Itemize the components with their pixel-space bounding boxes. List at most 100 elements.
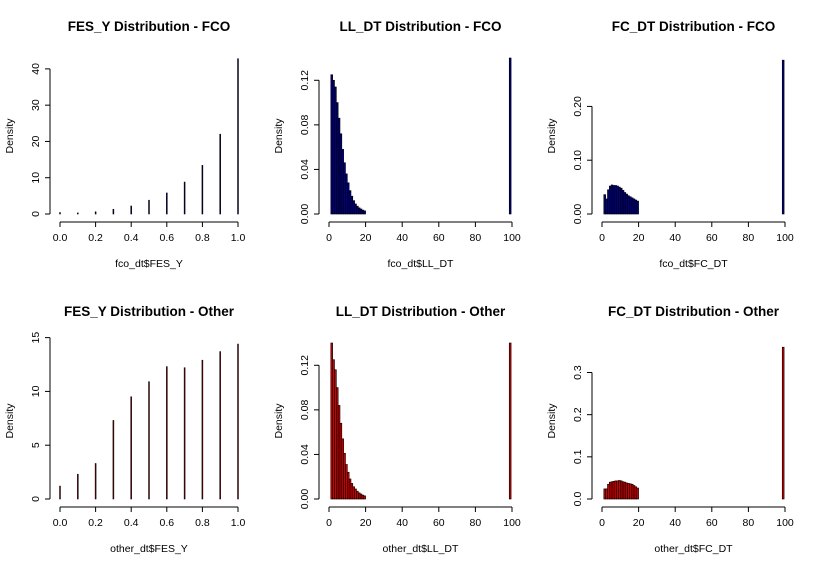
histogram-bar bbox=[183, 181, 186, 215]
histogram-bar bbox=[148, 199, 150, 215]
x-tick-label: 40 bbox=[396, 232, 408, 244]
y-tick-label: 0.00 bbox=[572, 204, 584, 225]
x-tick-label: 0 bbox=[326, 232, 332, 244]
y-axis-label: Density bbox=[273, 118, 285, 154]
y-axis-label: Density bbox=[4, 403, 16, 439]
histogram-bar bbox=[166, 366, 168, 500]
x-tick-label: 1.0 bbox=[231, 232, 246, 244]
histogram-bar bbox=[130, 396, 132, 500]
histogram-bar-tail bbox=[781, 59, 785, 215]
y-tick-label: 5 bbox=[30, 442, 42, 448]
y-axis-label: Density bbox=[4, 118, 16, 154]
x-tick-label: 0.8 bbox=[195, 232, 210, 244]
y-tick-label: 0 bbox=[30, 211, 42, 217]
y-tick-label: 0.20 bbox=[572, 96, 584, 117]
histogram-bar bbox=[148, 381, 150, 500]
panel-1: FES_Y Distribution - FCO 0.0 0.2 0.4 0.6 0.8 1… bbox=[4, 19, 245, 270]
x-tick-label: 60 bbox=[433, 232, 445, 244]
histogram-bar bbox=[59, 485, 61, 500]
histogram-bar bbox=[219, 351, 221, 500]
x-tick-label: 0 bbox=[599, 517, 605, 529]
histogram-bar bbox=[112, 208, 115, 215]
y-tick-label: 0.2 bbox=[572, 407, 584, 422]
x-tick-label: 60 bbox=[706, 517, 718, 529]
x-tick-label: 0.0 bbox=[53, 232, 68, 244]
x-tick-label: 0 bbox=[599, 232, 605, 244]
y-tick-label: 0.12 bbox=[299, 70, 311, 91]
x-axis-label: fco_dt$LL_DT bbox=[388, 258, 455, 270]
panel-title: LL_DT Distribution - FCO bbox=[340, 19, 502, 34]
y-axis-label: Density bbox=[273, 403, 285, 439]
y-tick-label: 15 bbox=[30, 332, 42, 344]
histogram-bar bbox=[112, 420, 115, 500]
histogram-bar bbox=[166, 192, 168, 215]
histogram-bar bbox=[94, 463, 97, 500]
y-tick-label: 10 bbox=[30, 385, 42, 397]
y-tick-label: 0.08 bbox=[299, 114, 311, 135]
y-tick-label: 0.04 bbox=[299, 159, 311, 180]
x-tick-label: 0.4 bbox=[124, 517, 139, 529]
y-tick-label: 0.3 bbox=[572, 365, 584, 380]
histogram-bar-tail bbox=[508, 57, 512, 215]
y-tick-label: 0.0 bbox=[572, 492, 584, 507]
x-tick-label: 0.2 bbox=[88, 517, 103, 529]
y-tick-label: 0.00 bbox=[299, 489, 311, 510]
panel-4: FES_Y Distribution - Other 0.0 0.2 0.4 0.6 0.… bbox=[4, 304, 245, 555]
panel-title: FES_Y Distribution - Other bbox=[64, 304, 235, 319]
x-tick-label: 20 bbox=[633, 232, 645, 244]
x-tick-label: 1.0 bbox=[231, 517, 246, 529]
x-tick-label: 0.0 bbox=[53, 517, 68, 529]
x-tick-label: 80 bbox=[470, 232, 482, 244]
x-tick-label: 0.2 bbox=[88, 232, 103, 244]
histogram-bar bbox=[201, 359, 204, 500]
histogram-bar bbox=[59, 212, 61, 215]
x-tick-label: 20 bbox=[360, 517, 372, 529]
x-tick-label: 40 bbox=[396, 517, 408, 529]
x-tick-label: 20 bbox=[360, 232, 372, 244]
x-axis-label: other_dt$FC_DT bbox=[654, 543, 733, 555]
x-tick-label: 0.6 bbox=[159, 232, 174, 244]
histogram-bar bbox=[77, 473, 79, 500]
x-tick-label: 80 bbox=[743, 517, 755, 529]
y-tick-label: 0.12 bbox=[299, 355, 311, 376]
y-tick-label: 40 bbox=[30, 63, 42, 75]
y-tick-label: 30 bbox=[30, 99, 42, 111]
panel-6: FC_DT Distribution - Other 0 20 40 60 80 100 ot… bbox=[546, 304, 794, 555]
x-tick-label: 100 bbox=[776, 232, 794, 244]
y-tick-label: 0.1 bbox=[572, 449, 584, 464]
panel-title: FC_DT Distribution - Other bbox=[608, 304, 780, 319]
histogram-bar bbox=[77, 212, 79, 215]
y-tick-label: 0 bbox=[30, 496, 42, 502]
histogram-bar bbox=[94, 211, 97, 215]
panel-title: FC_DT Distribution - FCO bbox=[612, 19, 775, 34]
histogram-bar bbox=[363, 210, 366, 215]
x-tick-label: 60 bbox=[706, 232, 718, 244]
y-tick-label: 0.00 bbox=[299, 204, 311, 225]
x-axis-label: other_dt$FES_Y bbox=[110, 543, 188, 555]
x-tick-label: 40 bbox=[669, 517, 681, 529]
y-axis-label: Density bbox=[546, 403, 558, 439]
histogram-bar bbox=[237, 58, 239, 215]
x-tick-label: 80 bbox=[743, 232, 755, 244]
y-axis-label: Density bbox=[546, 118, 558, 154]
x-tick-label: 40 bbox=[669, 232, 681, 244]
y-tick-label: 0.10 bbox=[572, 150, 584, 171]
panel-3: FC_DT Distribution - FCO 0 20 40 60 80 100 fco_… bbox=[546, 19, 794, 270]
y-tick-label: 20 bbox=[30, 135, 42, 147]
x-tick-label: 100 bbox=[503, 232, 521, 244]
histogram-bar-tail bbox=[508, 342, 512, 500]
x-tick-label: 0.8 bbox=[195, 517, 210, 529]
histogram-bar bbox=[183, 367, 186, 500]
y-tick-label: 0.08 bbox=[299, 399, 311, 420]
histogram-bar bbox=[237, 343, 239, 500]
x-tick-label: 0.6 bbox=[159, 517, 174, 529]
panel-title: LL_DT Distribution - Other bbox=[336, 304, 506, 319]
histogram-bar bbox=[219, 133, 221, 215]
x-tick-label: 60 bbox=[433, 517, 445, 529]
histogram-bar-tail bbox=[781, 346, 785, 500]
panel-title: FES_Y Distribution - FCO bbox=[68, 19, 231, 34]
histogram-bar bbox=[201, 165, 204, 215]
x-tick-label: 100 bbox=[776, 517, 794, 529]
panel-2: LL_DT Distribution - FCO 0 20 40 60 80 100 fco_… bbox=[273, 19, 521, 270]
